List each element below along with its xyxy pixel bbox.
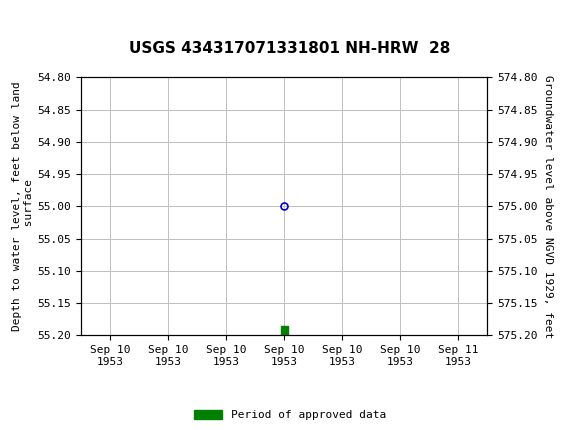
Y-axis label: Groundwater level above NGVD 1929, feet: Groundwater level above NGVD 1929, feet [543,75,553,338]
Legend: Period of approved data: Period of approved data [190,405,390,424]
Text: USGS 434317071331801 NH-HRW  28: USGS 434317071331801 NH-HRW 28 [129,41,451,56]
Bar [281,326,288,335]
Y-axis label: Depth to water level, feet below land
 surface: Depth to water level, feet below land su… [12,82,34,331]
Text: USGS: USGS [52,9,107,27]
